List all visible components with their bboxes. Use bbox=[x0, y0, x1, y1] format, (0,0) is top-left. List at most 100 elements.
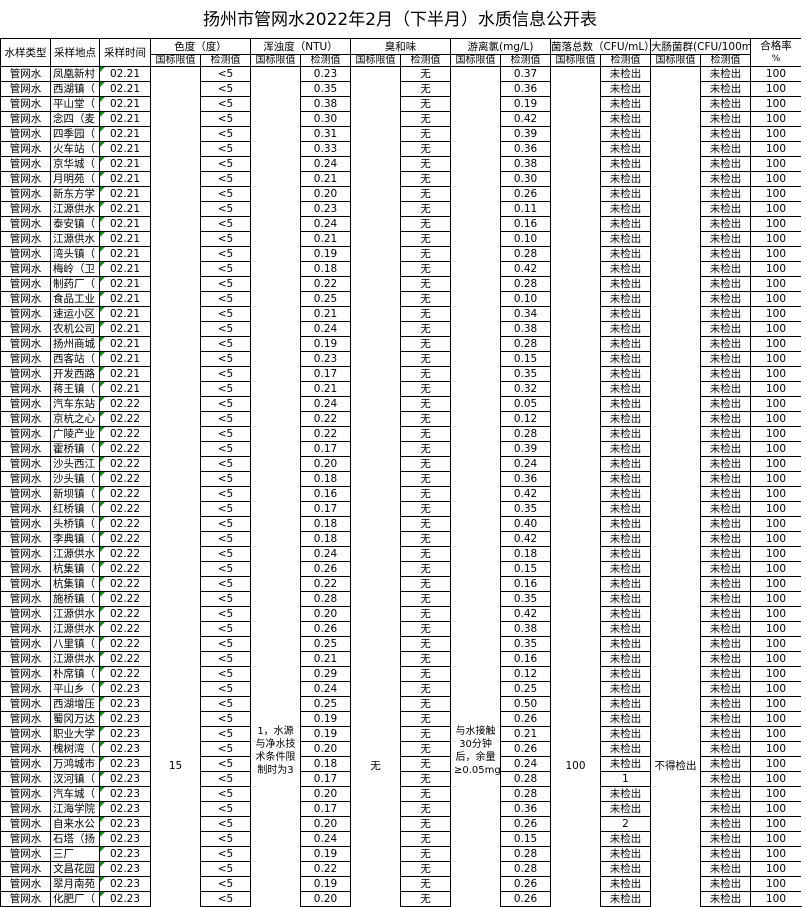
cell-turbidity: 0.22 bbox=[300, 411, 351, 427]
cell-colony: 未检出 bbox=[600, 591, 652, 607]
cell-type: 管网水 bbox=[0, 606, 51, 622]
cell-rate: 100 bbox=[750, 621, 803, 637]
cell-site: 蜀冈万达 bbox=[50, 711, 100, 727]
cell-type: 管网水 bbox=[0, 771, 51, 787]
cell-site: 速运小区 bbox=[50, 306, 100, 322]
cell-site: 霍桥镇（ bbox=[50, 441, 100, 457]
cell-rate: 100 bbox=[750, 366, 803, 382]
cell-odor: 无 bbox=[400, 471, 451, 487]
cell-chlorine: 0.16 bbox=[499, 576, 552, 592]
cell-rate: 100 bbox=[750, 456, 803, 472]
limit-color: 15 bbox=[150, 66, 201, 907]
cell-turbidity: 0.16 bbox=[300, 486, 351, 502]
cell-coliform: 未检出 bbox=[700, 81, 752, 97]
cell-chlorine: 0.26 bbox=[499, 891, 552, 907]
cell-colony: 未检出 bbox=[600, 606, 652, 622]
cell-chlorine: 0.28 bbox=[499, 336, 552, 352]
cell-chlorine: 0.24 bbox=[499, 456, 552, 472]
cell-time: 02.22 bbox=[99, 411, 151, 427]
cell-rate: 100 bbox=[750, 546, 803, 562]
table-row: 管网水 蒋王镇（ 02.21 <5 0.21 无 0.32 未检出 未检出 100 bbox=[0, 381, 803, 397]
limit-coliform-text: 不得检出 bbox=[654, 760, 697, 772]
cell-odor: 无 bbox=[400, 171, 451, 187]
cell-odor: 无 bbox=[400, 501, 451, 517]
cell-coliform: 未检出 bbox=[700, 816, 752, 832]
cell-time: 02.21 bbox=[99, 351, 151, 367]
cell-rate: 100 bbox=[750, 771, 803, 787]
cell-time: 02.22 bbox=[99, 516, 151, 532]
cell-time: 02.22 bbox=[99, 471, 151, 487]
cell-color: <5 bbox=[200, 426, 251, 442]
cell-turbidity: 0.31 bbox=[300, 126, 351, 142]
cell-rate: 100 bbox=[750, 66, 803, 82]
cell-odor: 无 bbox=[400, 621, 451, 637]
table-row: 管网水 凤凰新村 02.21 15 <5 1，水源与净水技术条件限制时为3 0.23 无无与水… bbox=[0, 66, 803, 907]
cell-turbidity: 0.20 bbox=[300, 606, 351, 622]
cell-coliform: 未检出 bbox=[700, 756, 752, 772]
subheader-colony-limit: 国标限值 bbox=[550, 54, 602, 67]
cell-chlorine: 0.21 bbox=[499, 726, 552, 742]
cell-site: 开发西路 bbox=[50, 366, 100, 382]
cell-chlorine: 0.35 bbox=[499, 636, 552, 652]
cell-turbidity: 0.38 bbox=[300, 96, 351, 112]
cell-type: 管网水 bbox=[0, 486, 51, 502]
cell-rate: 100 bbox=[750, 426, 803, 442]
cell-site: 江源供水 bbox=[50, 231, 100, 247]
cell-chlorine: 0.35 bbox=[499, 366, 552, 382]
cell-site: 万鸿城市 bbox=[50, 756, 100, 772]
table-row: 管网水 梅岭（卫 02.21 <5 0.18 无 0.42 未检出 未检出 100 bbox=[0, 261, 803, 277]
cell-turbidity: 0.22 bbox=[300, 576, 351, 592]
cell-colony: 未检出 bbox=[600, 426, 652, 442]
cell-type: 管网水 bbox=[0, 306, 51, 322]
cell-type: 管网水 bbox=[0, 411, 51, 427]
cell-coliform: 未检出 bbox=[700, 486, 752, 502]
cell-odor: 无 bbox=[400, 786, 451, 802]
cell-color: <5 bbox=[200, 771, 251, 787]
cell-chlorine: 0.40 bbox=[499, 516, 552, 532]
cell-coliform: 未检出 bbox=[700, 576, 752, 592]
cell-time: 02.22 bbox=[99, 666, 151, 682]
cell-colony: 未检出 bbox=[600, 246, 652, 262]
cell-color: <5 bbox=[200, 576, 251, 592]
cell-coliform: 未检出 bbox=[700, 186, 752, 202]
cell-color: <5 bbox=[200, 876, 251, 892]
header-colony: 菌落总数（CFU/mL） bbox=[550, 38, 652, 55]
cell-chlorine: 0.24 bbox=[499, 756, 552, 772]
subheader-turbidity-limit: 国标限值 bbox=[250, 54, 301, 67]
cell-rate: 100 bbox=[750, 591, 803, 607]
cell-turbidity: 0.17 bbox=[300, 366, 351, 382]
cell-colony: 未检出 bbox=[600, 186, 652, 202]
cell-site: 自来水公 bbox=[50, 816, 100, 832]
cell-odor: 无 bbox=[400, 561, 451, 577]
cell-type: 管网水 bbox=[0, 111, 51, 127]
cell-time: 02.21 bbox=[99, 321, 151, 337]
cell-type: 管网水 bbox=[0, 696, 51, 712]
cell-chlorine: 0.18 bbox=[499, 546, 552, 562]
cell-odor: 无 bbox=[400, 231, 451, 247]
cell-odor: 无 bbox=[400, 321, 451, 337]
cell-rate: 100 bbox=[750, 261, 803, 277]
table-row: 管网水 湾头镇（ 02.21 <5 0.19 无 0.28 未检出 未检出 100 bbox=[0, 246, 803, 262]
cell-time: 02.21 bbox=[99, 96, 151, 112]
cell-rate: 100 bbox=[750, 861, 803, 877]
cell-colony: 未检出 bbox=[600, 891, 652, 907]
cell-rate: 100 bbox=[750, 786, 803, 802]
cell-coliform: 未检出 bbox=[700, 111, 752, 127]
cell-color: <5 bbox=[200, 636, 251, 652]
table-row: 管网水 汊河镇（ 02.23 <5 0.17 无 0.28 1 未检出 100 bbox=[0, 771, 803, 787]
cell-site: 职业大学 bbox=[50, 726, 100, 742]
cell-site: 湾头镇（ bbox=[50, 246, 100, 262]
cell-time: 02.22 bbox=[99, 636, 151, 652]
cell-color: <5 bbox=[200, 141, 251, 157]
cell-color: <5 bbox=[200, 411, 251, 427]
cell-type: 管网水 bbox=[0, 891, 51, 907]
cell-color: <5 bbox=[200, 756, 251, 772]
cell-chlorine: 0.26 bbox=[499, 741, 552, 757]
cell-chlorine: 0.37 bbox=[499, 66, 552, 82]
cell-odor: 无 bbox=[400, 81, 451, 97]
cell-site: 汽车城（ bbox=[50, 786, 100, 802]
cell-chlorine: 0.12 bbox=[499, 411, 552, 427]
cell-type: 管网水 bbox=[0, 636, 51, 652]
cell-turbidity: 0.24 bbox=[300, 831, 351, 847]
cell-time: 02.22 bbox=[99, 591, 151, 607]
